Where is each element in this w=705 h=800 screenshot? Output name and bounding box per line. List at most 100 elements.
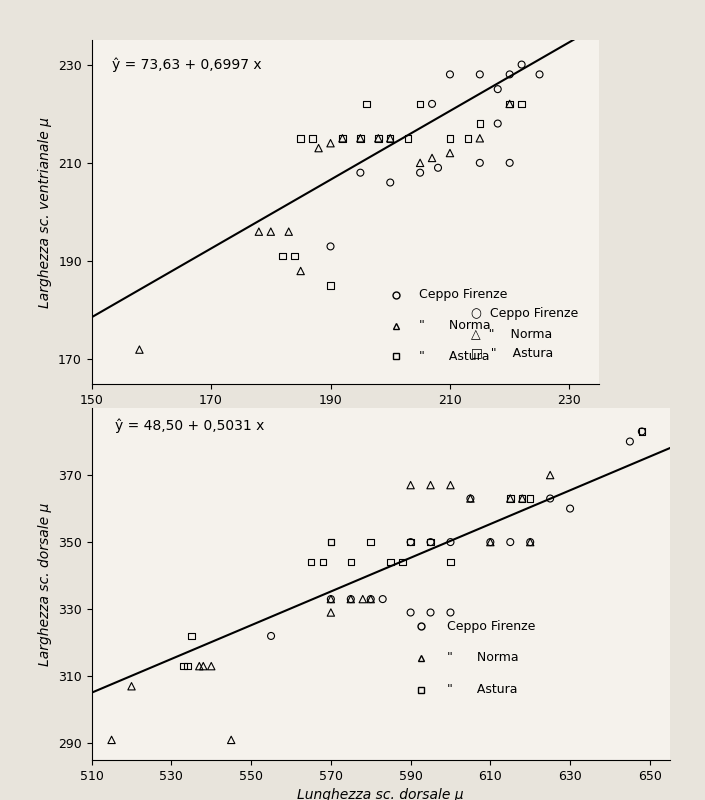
Point (365, 593, 376, 606)
Point (178, 660, 189, 673)
Point (182, 660, 193, 673)
Point (385, 556, 396, 569)
Point (325, 279, 336, 292)
Point (253, 226, 264, 238)
Point (432, 162, 443, 174)
Point (385, 132, 396, 145)
Point (485, 536, 496, 549)
Point (425, 478, 436, 491)
Point (345, 593, 357, 606)
Point (277, 250, 288, 262)
Point (517, 492, 528, 505)
Point (505, 492, 516, 505)
Point (325, 137, 336, 150)
Point (517, 492, 528, 505)
Point (283, 226, 295, 238)
Point (444, 146, 455, 159)
Text: "      Astura: " Astura (447, 683, 517, 696)
Text: Ceppo Firenze: Ceppo Firenze (419, 288, 508, 301)
Point (544, 492, 556, 505)
X-axis label: Lunghezza sc. dorsale μ: Lunghezza sc. dorsale μ (298, 788, 464, 800)
Point (445, 556, 456, 569)
Point (325, 536, 336, 549)
Point (377, 593, 388, 606)
Point (307, 132, 318, 145)
Point (405, 478, 416, 491)
Point (317, 556, 329, 569)
Point (325, 593, 336, 606)
Point (415, 157, 426, 170)
Point (505, 536, 516, 549)
Point (504, 98, 515, 110)
Point (405, 606, 416, 619)
Text: ŷ = 73,63 + 0,6997 x: ŷ = 73,63 + 0,6997 x (112, 58, 262, 72)
Point (445, 536, 456, 549)
Legend: ○  Ceppo Firenze, △  "    Norma, □  "    Astura: ○ Ceppo Firenze, △ " Norma, □ " Astura (465, 302, 583, 364)
Point (106, 734, 117, 746)
Point (361, 98, 372, 110)
Point (544, 469, 556, 482)
Point (525, 536, 536, 549)
Point (425, 536, 436, 549)
Point (504, 68, 515, 81)
Point (197, 660, 209, 673)
Point (373, 132, 384, 145)
Point (474, 117, 486, 130)
Point (325, 240, 336, 253)
Point (206, 660, 217, 673)
Point (265, 226, 276, 238)
Point (474, 132, 486, 145)
Point (403, 132, 414, 145)
Point (345, 556, 357, 569)
Point (465, 492, 476, 505)
Point (525, 536, 536, 549)
Y-axis label: Larghezza sc. dorsale μ: Larghezza sc. dorsale μ (39, 502, 52, 666)
Point (445, 606, 456, 619)
Point (355, 132, 366, 145)
Point (624, 435, 635, 448)
Point (185, 630, 197, 642)
Point (425, 536, 436, 549)
Point (504, 157, 515, 170)
Point (444, 68, 455, 81)
Point (265, 630, 276, 642)
Point (305, 556, 317, 569)
Point (525, 492, 536, 505)
Point (425, 606, 436, 619)
Point (325, 536, 336, 549)
Text: Ceppo Firenze: Ceppo Firenze (447, 620, 536, 633)
Point (445, 478, 456, 491)
Point (636, 425, 647, 438)
Point (492, 82, 503, 95)
Point (505, 492, 516, 505)
Point (565, 502, 576, 515)
Point (295, 132, 306, 145)
Point (345, 593, 357, 606)
Point (126, 680, 137, 693)
Point (355, 166, 366, 179)
Point (516, 98, 527, 110)
Point (134, 343, 145, 356)
Point (516, 58, 527, 71)
Point (397, 556, 408, 569)
Point (465, 492, 476, 505)
Point (415, 98, 426, 110)
Text: "      Astura: " Astura (419, 350, 489, 363)
Text: ŷ = 48,50 + 0,5031 x: ŷ = 48,50 + 0,5031 x (115, 418, 264, 433)
Point (337, 132, 348, 145)
Point (636, 425, 647, 438)
Point (485, 536, 496, 549)
Point (365, 593, 376, 606)
Point (295, 265, 306, 278)
Point (385, 176, 396, 189)
Point (325, 606, 336, 619)
Point (474, 68, 486, 81)
Point (355, 132, 366, 145)
Point (313, 142, 324, 154)
Point (444, 132, 455, 145)
Point (337, 132, 348, 145)
Point (504, 98, 515, 110)
Point (373, 132, 384, 145)
Point (289, 250, 300, 262)
Text: "      Norma: " Norma (447, 651, 519, 665)
